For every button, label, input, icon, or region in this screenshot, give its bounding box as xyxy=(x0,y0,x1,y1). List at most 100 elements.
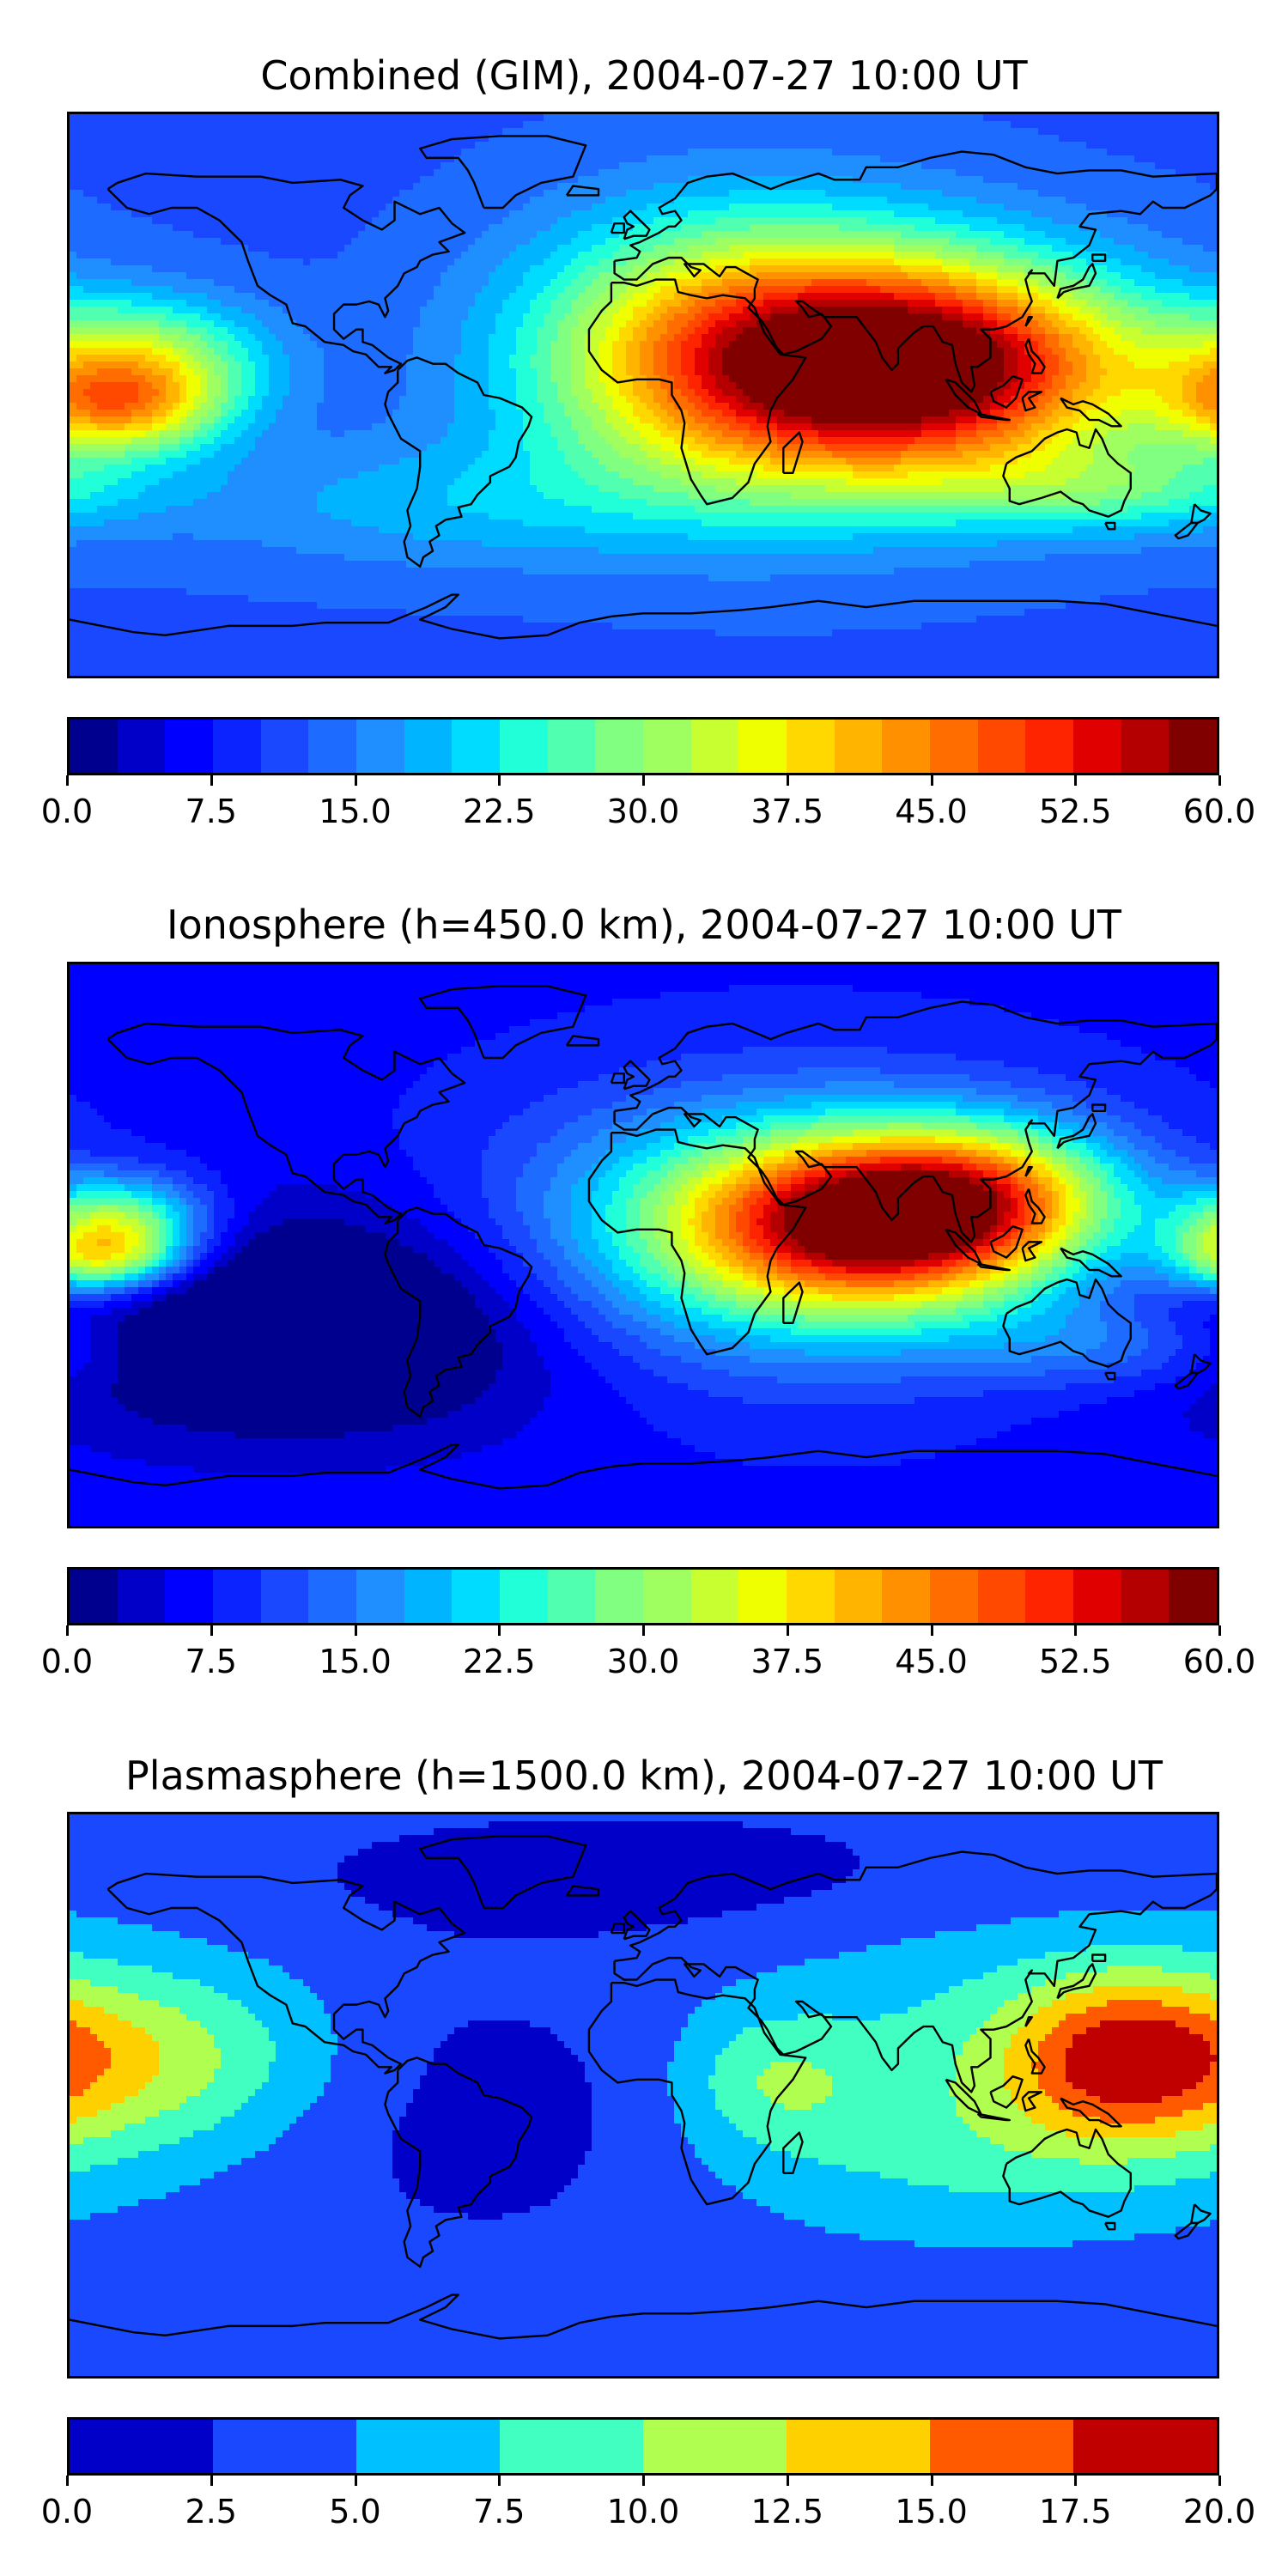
coastlines xyxy=(70,985,1217,1490)
coastlines xyxy=(70,135,1217,640)
chart-title: Plasmasphere (h=1500.0 km), 2004-07-27 1… xyxy=(0,1752,1288,1800)
colorbar-tick xyxy=(498,2476,501,2486)
colorbar-swatch xyxy=(643,720,691,773)
colorbar-ticks-combined: 0.0 7.5 15.0 22.5 30.0 37.5 45.0 52.5 60.0 xyxy=(41,775,1255,830)
colorbar-swatch xyxy=(260,720,309,773)
coastline xyxy=(1174,521,1199,540)
colorbar-tick-label: 45.0 xyxy=(895,1643,968,1680)
colorbar-tick xyxy=(354,2476,357,2486)
coastline xyxy=(1002,2128,1133,2218)
colorbar-tick xyxy=(1074,775,1078,786)
coastline xyxy=(1060,1247,1122,1278)
coastline xyxy=(419,135,587,210)
colorbar-swatch xyxy=(977,720,1026,773)
coastline xyxy=(1104,521,1116,531)
coastline xyxy=(565,1885,600,1897)
colorbar-tick-label: 22.5 xyxy=(463,793,536,830)
colorbar-swatch xyxy=(787,2420,930,2473)
colorbar-swatch xyxy=(882,1570,931,1623)
coastline xyxy=(1056,1113,1097,1150)
tec-map-ionosphere xyxy=(67,962,1219,1528)
colorbar-swatch xyxy=(882,720,931,773)
colorbar-tick-label: 30.0 xyxy=(607,1643,680,1680)
colorbar-tick-label: 37.5 xyxy=(750,1643,823,1680)
colorbar-swatch xyxy=(787,1570,835,1623)
coastline xyxy=(610,1922,625,1935)
colorbar-tick xyxy=(66,1625,69,1636)
colorbar-tick xyxy=(354,775,357,786)
coastline xyxy=(782,1281,804,1325)
colorbar-tick xyxy=(1218,2476,1221,2486)
coastline xyxy=(565,1035,600,1047)
coastline xyxy=(989,375,1024,409)
colorbar-swatch xyxy=(690,720,739,773)
coastlines xyxy=(70,1835,1217,2340)
coastline xyxy=(782,2131,804,2175)
coastline xyxy=(1060,397,1122,428)
colorbar-swatch xyxy=(738,1570,787,1623)
colorbar-swatch xyxy=(70,2420,213,2473)
coastline xyxy=(1002,428,1133,518)
coastline xyxy=(989,1225,1024,1259)
coastline xyxy=(1021,391,1043,412)
coastline xyxy=(1091,1103,1107,1112)
colorbar-swatch xyxy=(1073,720,1121,773)
colorbar-swatch xyxy=(643,2420,787,2473)
colorbar-tick xyxy=(786,1625,789,1636)
colorbar-tick-label: 45.0 xyxy=(895,793,968,830)
colorbar-tick-label: 12.5 xyxy=(750,2493,823,2530)
colorbar-tick-label: 7.5 xyxy=(473,2493,525,2530)
colorbar-tick-label: 0.0 xyxy=(41,2493,93,2530)
coastline xyxy=(70,1443,1217,1490)
colorbar-swatch xyxy=(213,720,261,773)
coastline xyxy=(976,412,1011,422)
colorbar-swatch xyxy=(213,2420,356,2473)
colorbar-tick xyxy=(1074,2476,1078,2486)
colorbar-tick xyxy=(210,1625,213,1636)
chart-title: Combined (GIM), 2004-07-27 10:00 UT xyxy=(0,52,1288,100)
colorbar-swatch xyxy=(690,1570,739,1623)
colorbar-tick xyxy=(498,775,501,786)
colorbar-swatch xyxy=(356,720,404,773)
colorbar-swatch xyxy=(1121,1570,1170,1623)
coastline xyxy=(587,278,807,506)
colorbar-swatch xyxy=(1025,1570,1074,1623)
coastline xyxy=(1104,1371,1116,1381)
colorbar-tick-label: 22.5 xyxy=(463,1643,536,1680)
colorbar-tick-label: 20.0 xyxy=(1183,2493,1256,2530)
colorbar-swatch xyxy=(738,720,787,773)
colorbar-tick-label: 60.0 xyxy=(1183,1643,1256,1680)
coastline xyxy=(1024,2015,1033,2027)
coastline xyxy=(1021,2091,1043,2112)
colorbar-tick-label: 0.0 xyxy=(41,1643,93,1680)
colorbar-tick-label: 17.5 xyxy=(1039,2493,1112,2530)
colorbar-tick xyxy=(930,2476,933,2486)
colorbar-tick-label: 7.5 xyxy=(185,793,237,830)
colorbar-tick xyxy=(66,2476,69,2486)
coastline xyxy=(1024,1165,1033,1177)
colorbar-swatch xyxy=(452,720,501,773)
colorbar-tick xyxy=(354,1625,357,1636)
coastline xyxy=(419,1835,587,1910)
tec-field xyxy=(70,114,1217,676)
colorbar-swatch xyxy=(643,1570,691,1623)
tec-map-combined xyxy=(67,112,1219,678)
coastline xyxy=(1024,2038,1046,2075)
coastline xyxy=(623,1910,651,1941)
coastline xyxy=(613,1850,1217,2093)
colorbar-tick-label: 15.0 xyxy=(895,2493,968,2530)
coastline xyxy=(1024,338,1046,374)
colorbar-swatch xyxy=(500,2420,643,2473)
coastline xyxy=(1174,2221,1199,2240)
colorbar-swatch xyxy=(1169,720,1218,773)
colorbar-swatch xyxy=(404,720,453,773)
colorbar-swatch xyxy=(834,1570,883,1623)
colorbar-tick-label: 7.5 xyxy=(185,1643,237,1680)
coastline xyxy=(989,2075,1024,2109)
colorbar-tick-label: 10.0 xyxy=(607,2493,680,2530)
coastline xyxy=(613,1000,1217,1243)
coastline xyxy=(613,150,1217,393)
colorbar-tick-label: 52.5 xyxy=(1039,793,1112,830)
colorbar-tick xyxy=(210,2476,213,2486)
coastline xyxy=(623,210,651,240)
